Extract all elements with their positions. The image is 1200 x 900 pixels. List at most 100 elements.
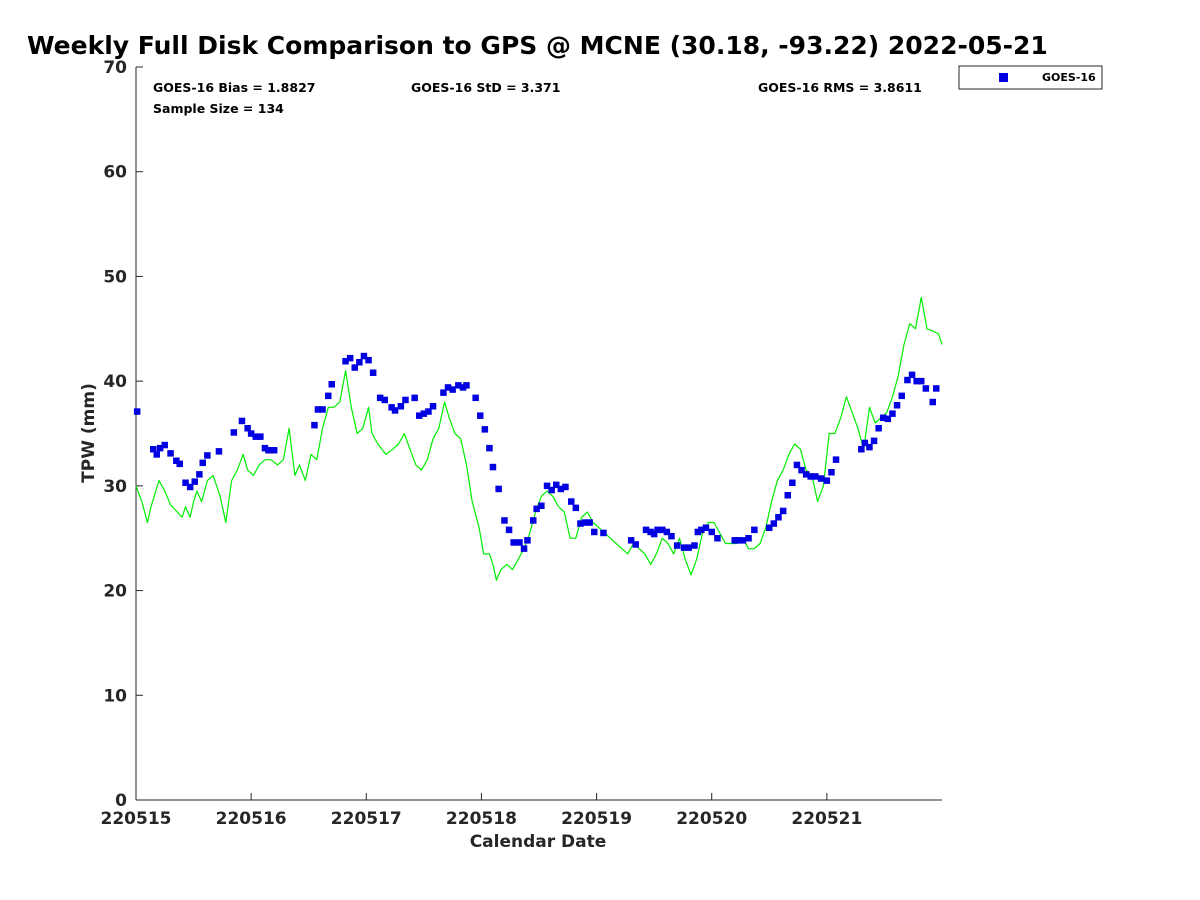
goes-point — [244, 425, 251, 432]
goes-point — [530, 517, 537, 524]
goes-point — [861, 439, 869, 447]
goes-point — [261, 444, 269, 452]
goes-point — [880, 414, 887, 421]
goes-point — [770, 520, 778, 527]
x-axis-label: Calendar Date — [470, 832, 607, 852]
goes-point — [691, 542, 698, 549]
goes-point — [650, 530, 658, 538]
goes-point — [311, 421, 318, 429]
bias-stat: GOES-16 Bias = 1.8827 — [153, 80, 315, 95]
goes-point — [186, 483, 194, 491]
goes-point — [325, 392, 332, 400]
y-tick-label-70: 70 — [103, 58, 127, 78]
goes-point — [429, 403, 437, 410]
goes-point — [698, 526, 705, 534]
goes-point — [775, 514, 782, 521]
y-tick-label-50: 50 — [103, 267, 127, 287]
goes-point — [680, 544, 688, 551]
goes-point — [548, 486, 555, 494]
goes-series — [133, 352, 940, 552]
goes-point — [495, 485, 502, 493]
goes-point — [591, 528, 598, 536]
goes-point — [365, 356, 372, 364]
goes-point — [751, 526, 758, 534]
legend: GOES-16 — [958, 65, 1103, 90]
goes-point — [538, 502, 545, 509]
goes-point — [739, 537, 747, 544]
goes-point — [196, 471, 203, 478]
goes-point — [167, 450, 174, 457]
goes-point — [173, 457, 180, 464]
goes-point — [632, 541, 639, 548]
goes-point — [586, 519, 593, 526]
goes-point — [388, 404, 395, 411]
goes-point — [150, 446, 157, 453]
goes-point — [789, 479, 796, 486]
goes-point — [875, 425, 882, 432]
goes-point — [784, 492, 791, 499]
goes-point — [908, 371, 916, 379]
goes-point — [918, 377, 925, 385]
goes-point — [807, 473, 814, 480]
goes-point — [553, 481, 560, 489]
goes-point — [581, 519, 589, 526]
goes-point — [685, 544, 692, 551]
goes-point — [627, 537, 635, 544]
y-ticks: 0 10 20 30 40 50 60 70 — [103, 58, 143, 811]
goes-point — [858, 446, 865, 453]
goes-point — [477, 412, 484, 419]
goes-point — [745, 535, 752, 542]
goes-point — [420, 410, 428, 417]
goes-point — [898, 392, 905, 400]
x-tick-label-220519: 220519 — [561, 809, 632, 829]
goes-point — [215, 448, 223, 455]
x-tick-label-220520: 220520 — [676, 809, 747, 829]
chart-title: Weekly Full Disk Comparison to GPS @ MCN… — [27, 31, 1048, 60]
goes-point — [319, 406, 326, 413]
legend-label-goes: GOES-16 — [1042, 71, 1096, 84]
goes-point — [577, 520, 584, 527]
goes-point — [247, 430, 255, 437]
goes-point — [402, 396, 409, 404]
goes-point — [647, 528, 654, 536]
goes-point — [731, 537, 738, 544]
goes-point — [133, 408, 141, 415]
goes-point — [714, 535, 721, 542]
y-axis-label: TPW (mm) — [79, 383, 99, 483]
goes-point — [793, 461, 801, 469]
goes-point — [600, 529, 607, 537]
x-ticks: 220515 220516 220517 220518 220519 220520 2205… — [101, 793, 862, 829]
goes-point — [708, 528, 715, 536]
goes-point — [391, 407, 399, 414]
goes-point — [654, 526, 661, 534]
y-tick-label-40: 40 — [103, 372, 127, 392]
plot-area: 0 10 20 30 40 50 60 70 220515 220516 220517 220518… — [101, 58, 943, 829]
goes-point — [663, 528, 671, 536]
goes-point — [524, 537, 531, 544]
goes-point — [238, 417, 246, 425]
goes-point — [766, 524, 773, 531]
goes-point — [176, 460, 183, 468]
goes-point — [356, 359, 363, 366]
goes-point — [346, 354, 354, 362]
goes-point — [823, 477, 831, 484]
goes-point — [870, 437, 878, 445]
goes-point — [270, 447, 278, 454]
goes-point — [342, 358, 349, 365]
goes-point — [734, 537, 742, 544]
std-stat: GOES-16 StD = 3.371 — [411, 80, 560, 95]
goes-point — [520, 545, 528, 552]
goes-point — [642, 526, 650, 534]
x-tick-label-220517: 220517 — [331, 809, 402, 829]
goes-point — [516, 539, 523, 546]
goes-point — [360, 352, 368, 360]
x-tick-label-220516: 220516 — [216, 809, 287, 829]
goes-point — [505, 526, 513, 534]
goes-point — [153, 451, 160, 458]
goes-point — [893, 402, 901, 409]
goes-point — [922, 385, 930, 392]
goes-point — [798, 466, 805, 474]
sample-size-stat: Sample Size = 134 — [153, 101, 284, 116]
goes-point — [381, 396, 388, 404]
